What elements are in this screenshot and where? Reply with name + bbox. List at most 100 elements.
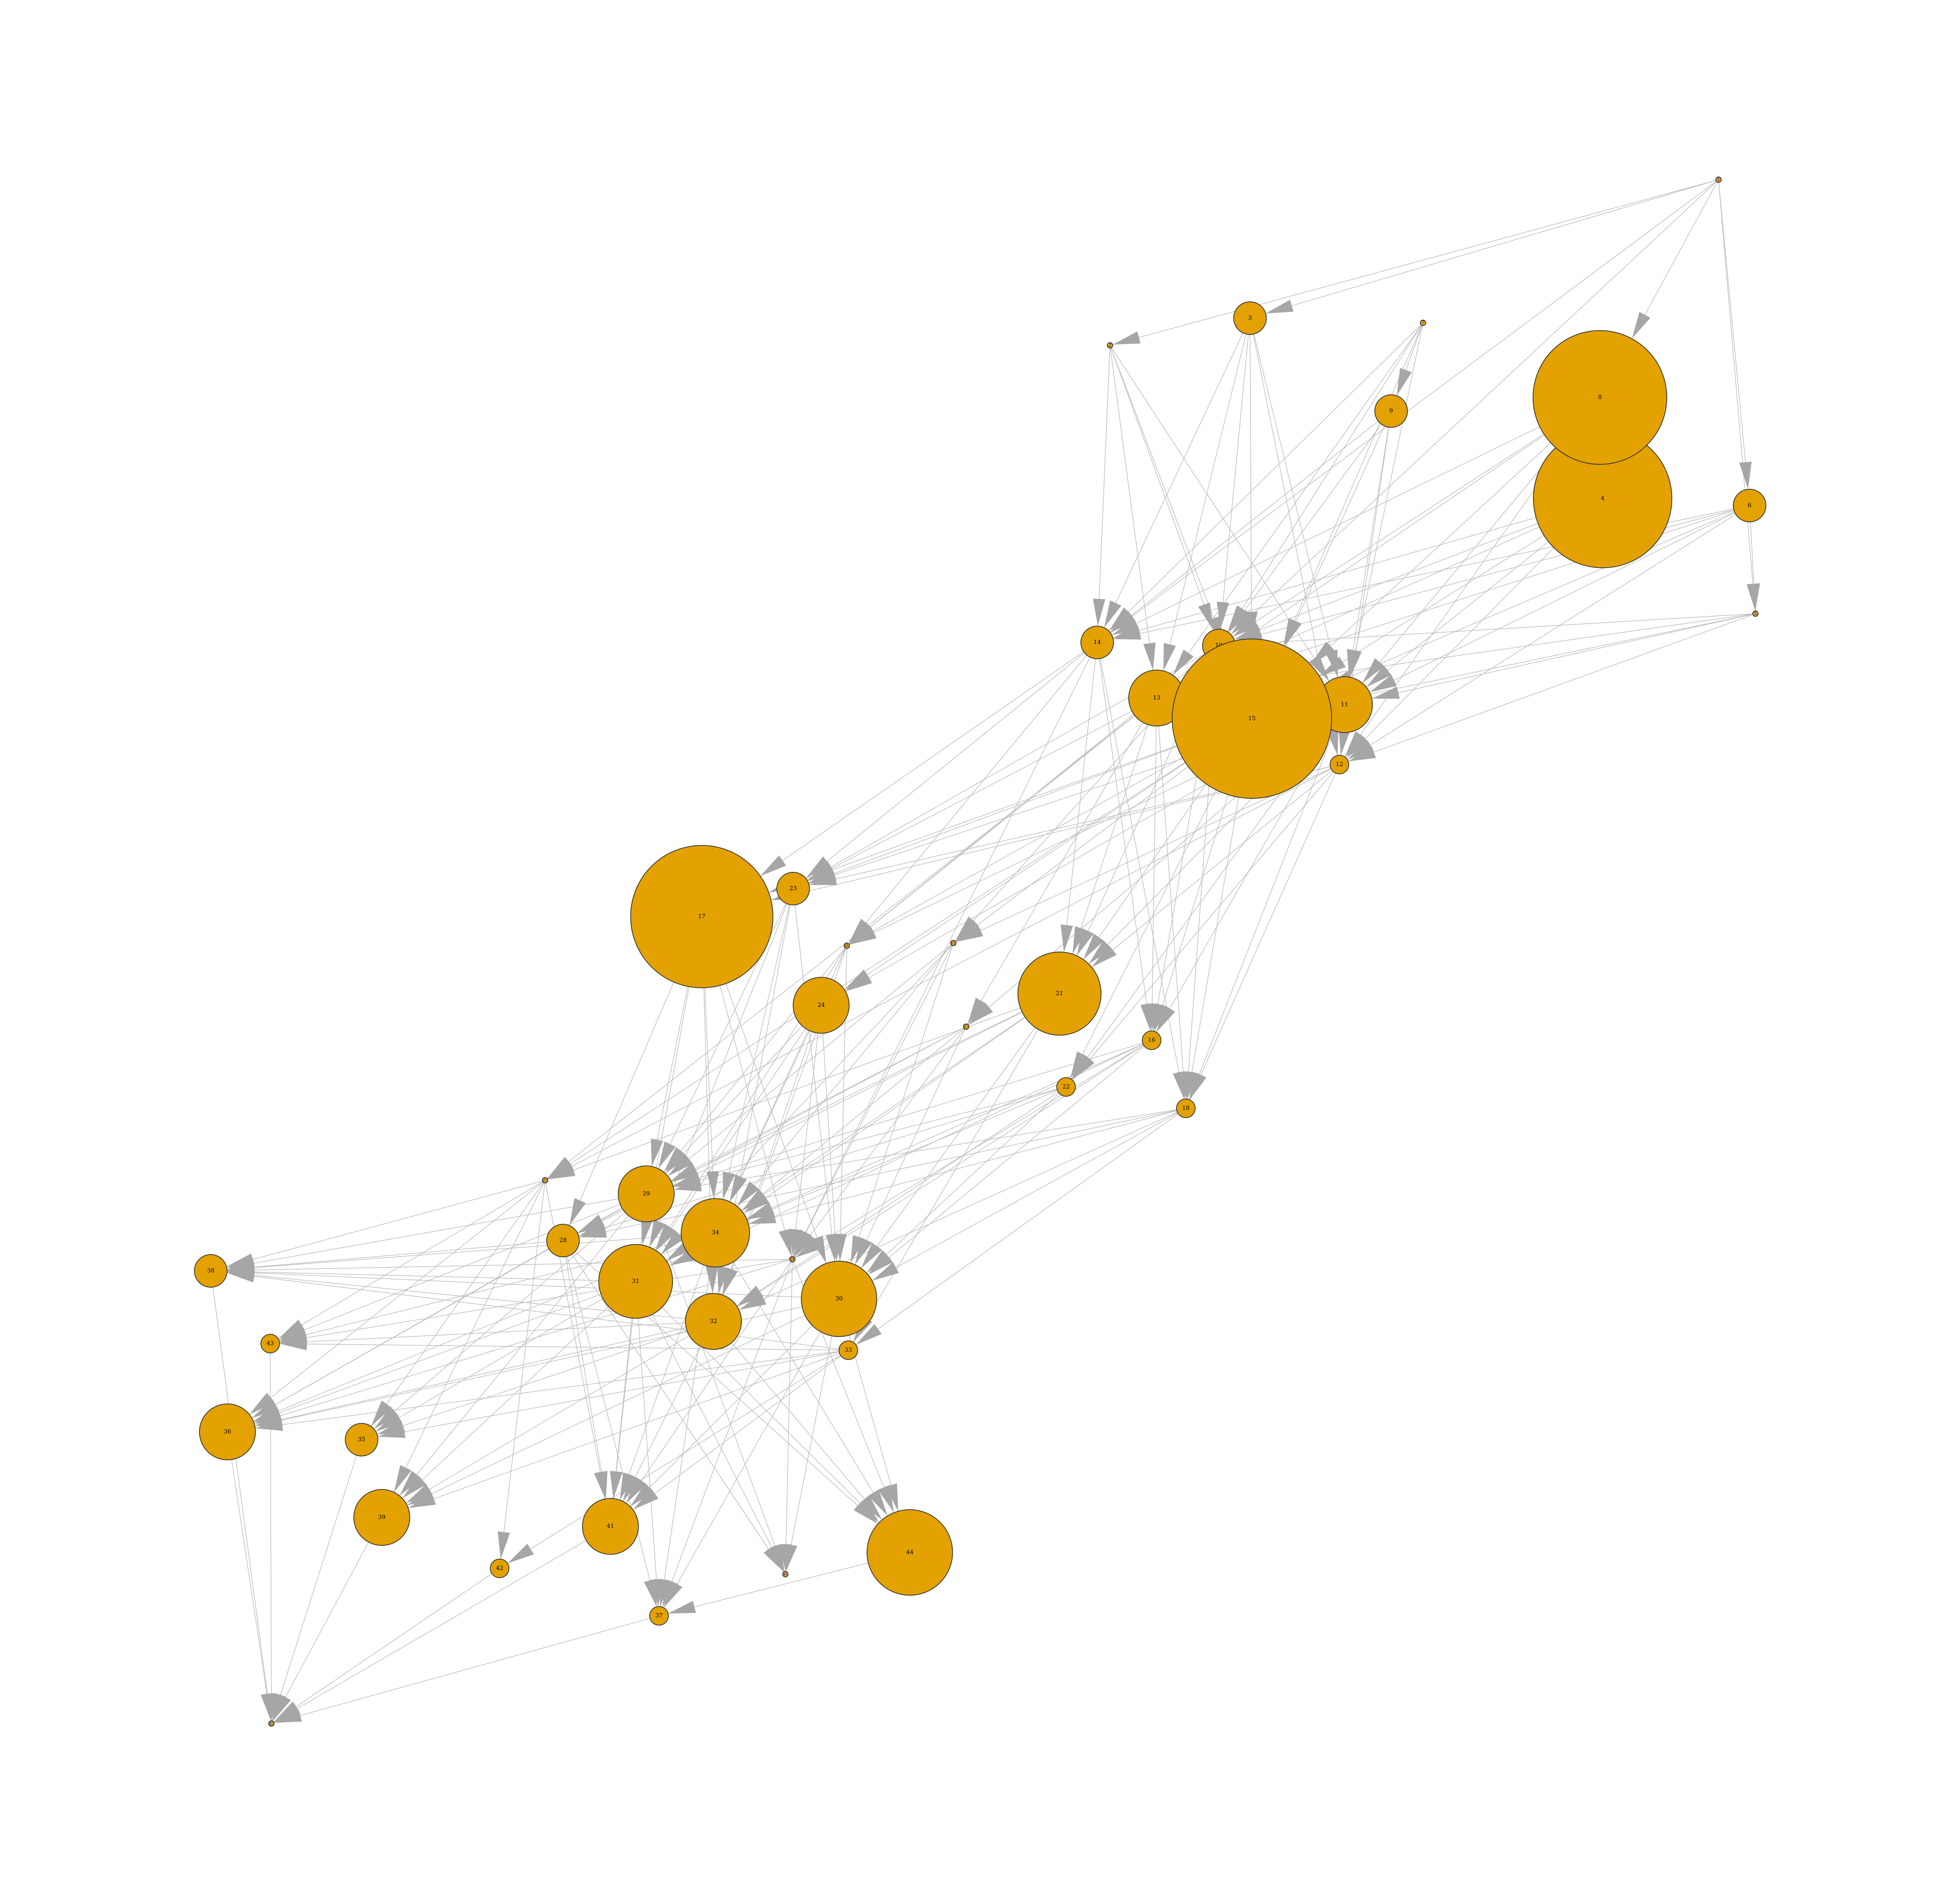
edge-22-32 xyxy=(713,1087,1066,1322)
edge-3-11 xyxy=(1250,318,1345,705)
edge-28-38 xyxy=(210,1240,563,1271)
node-label-33: 33 xyxy=(844,1346,852,1353)
node-label-44: 44 xyxy=(906,1549,913,1556)
arrowhead-25-36 xyxy=(249,1393,275,1415)
arrowhead-10-21 xyxy=(1077,928,1094,956)
edge-18-32 xyxy=(713,1108,1186,1322)
node-circle-2 xyxy=(1107,342,1113,348)
edge-37-45 xyxy=(271,1615,659,1724)
node-44: 44 xyxy=(867,1509,953,1596)
edge-39-45 xyxy=(271,1517,382,1724)
node-36: 36 xyxy=(199,1404,256,1460)
arrowhead-29-39 xyxy=(399,1470,422,1496)
edge-21-25 xyxy=(545,993,1060,1181)
arrowhead-4-11 xyxy=(1366,665,1392,688)
arrowhead-3-14 xyxy=(1104,600,1122,628)
edge-14-18 xyxy=(1097,642,1186,1109)
edge-41-45 xyxy=(271,1526,611,1724)
node-label-14: 14 xyxy=(1093,639,1101,646)
arrowhead-26-44 xyxy=(878,1485,894,1513)
arrowhead-3-10 xyxy=(1217,601,1229,630)
arrowhead-18-30 xyxy=(872,1262,899,1281)
arrowhead-16-30 xyxy=(868,1253,893,1275)
node-circle-39 xyxy=(353,1489,410,1546)
node-24: 24 xyxy=(793,977,850,1034)
node-label-18: 18 xyxy=(1182,1104,1189,1111)
edge-31-40 xyxy=(635,1281,786,1575)
node-label-38: 38 xyxy=(207,1267,214,1274)
edge-18-28 xyxy=(563,1108,1186,1241)
arrowhead-29-35 xyxy=(374,1406,399,1429)
arrowhead-7-13 xyxy=(1173,649,1194,676)
arrowhead-18-33 xyxy=(856,1324,882,1345)
arrowhead-33-41 xyxy=(633,1488,659,1510)
node-circle-28 xyxy=(546,1224,580,1257)
arrowhead-4-15 xyxy=(1319,656,1346,677)
arrowhead-28-41 xyxy=(595,1471,608,1499)
node-label-13: 13 xyxy=(1153,694,1160,701)
arrowhead-25-43 xyxy=(278,1320,305,1339)
edge-14-16 xyxy=(1097,642,1152,1041)
node-label-11: 11 xyxy=(1341,701,1348,708)
node-label-16: 16 xyxy=(1148,1036,1155,1043)
arrowhead-26-38 xyxy=(227,1264,255,1276)
arrowhead-19-31 xyxy=(661,1230,684,1255)
node-label-4: 4 xyxy=(1601,495,1605,502)
node-27: 27 xyxy=(963,1024,969,1030)
arrowhead-1-8 xyxy=(1632,312,1650,339)
edge-25-35 xyxy=(361,1180,545,1440)
arrowhead-35-45 xyxy=(272,1693,287,1721)
node-3: 3 xyxy=(1233,301,1267,335)
arrowhead-10-19 xyxy=(955,916,978,941)
arrowhead-17-26 xyxy=(778,1228,792,1257)
node-label-30: 30 xyxy=(835,1295,843,1302)
edge-8-14 xyxy=(1097,397,1600,643)
edge-12-25 xyxy=(545,764,1340,1181)
arrowhead-9-10 xyxy=(1228,607,1250,633)
edge-26-37 xyxy=(659,1259,793,1616)
edge-1-3 xyxy=(1250,179,1719,318)
node-circle-7 xyxy=(1420,320,1426,326)
node-circle-43 xyxy=(260,1334,280,1353)
node-21: 21 xyxy=(1017,952,1101,1036)
edge-3-14 xyxy=(1097,318,1250,643)
edge-21-33 xyxy=(848,993,1060,1351)
node-circle-32 xyxy=(685,1293,742,1350)
node-circle-42 xyxy=(490,1559,509,1578)
arrowhead-6-14 xyxy=(1113,627,1141,640)
node-layer: 1234567891011121314151617181920212223242… xyxy=(194,177,1766,1727)
node-circle-19 xyxy=(950,940,956,946)
arrowhead-17-32 xyxy=(705,1266,718,1294)
edge-8-10 xyxy=(1218,397,1600,646)
node-5: 5 xyxy=(1752,611,1759,617)
arrowhead-27-28 xyxy=(577,1214,605,1233)
node-32: 32 xyxy=(685,1293,742,1350)
node-15: 15 xyxy=(1172,639,1332,799)
edge-27-29 xyxy=(646,1026,967,1194)
edge-16-26 xyxy=(792,1040,1152,1260)
node-circle-15 xyxy=(1172,639,1332,799)
arrowhead-39-45 xyxy=(273,1694,291,1721)
arrowhead-20-29 xyxy=(664,1147,686,1172)
node-circle-27 xyxy=(963,1024,969,1030)
node-circle-34 xyxy=(681,1198,750,1267)
edge-32-36 xyxy=(227,1321,714,1432)
node-circle-25 xyxy=(542,1177,548,1183)
arrowhead-12-22 xyxy=(1072,1055,1094,1080)
arrowhead-15-21 xyxy=(1083,933,1104,960)
arrowhead-11-16 xyxy=(1156,1005,1175,1032)
edge-1-5 xyxy=(1718,179,1756,614)
arrowhead-14-23 xyxy=(806,856,831,878)
node-circle-24 xyxy=(793,977,850,1034)
node-label-39: 39 xyxy=(378,1514,385,1521)
edge-16-32 xyxy=(713,1040,1152,1322)
edge-13-23 xyxy=(793,698,1157,889)
node-label-15: 15 xyxy=(1248,715,1255,722)
arrowhead-11-27 xyxy=(968,1002,993,1025)
node-label-3: 3 xyxy=(1248,314,1252,321)
node-41: 41 xyxy=(582,1498,639,1555)
node-28: 28 xyxy=(546,1224,580,1257)
node-43: 43 xyxy=(260,1334,280,1353)
edge-4-14 xyxy=(1097,498,1603,643)
